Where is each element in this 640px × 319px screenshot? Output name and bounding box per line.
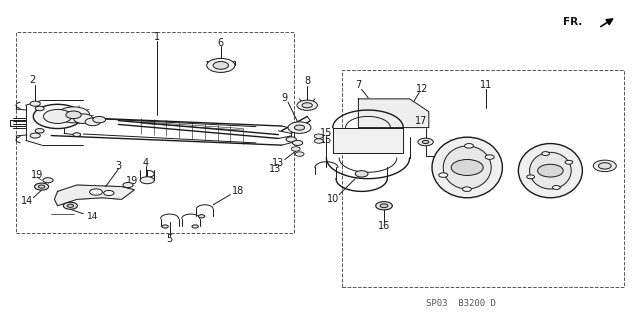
Circle shape	[90, 189, 102, 195]
Circle shape	[376, 202, 392, 210]
Circle shape	[63, 202, 77, 209]
Circle shape	[302, 103, 312, 108]
Circle shape	[538, 164, 563, 177]
Circle shape	[140, 177, 154, 184]
Polygon shape	[358, 99, 429, 128]
Text: 13: 13	[269, 164, 282, 174]
Circle shape	[35, 183, 49, 190]
Circle shape	[35, 129, 44, 133]
FancyArrowPatch shape	[601, 19, 612, 26]
Text: 1: 1	[154, 32, 160, 42]
Ellipse shape	[518, 144, 582, 198]
Circle shape	[451, 160, 483, 175]
Text: 10: 10	[326, 194, 339, 204]
Text: 16: 16	[378, 220, 390, 231]
Circle shape	[213, 62, 228, 69]
Text: 15: 15	[320, 135, 333, 145]
Circle shape	[74, 114, 93, 123]
Circle shape	[380, 204, 388, 208]
Circle shape	[463, 187, 472, 191]
Circle shape	[93, 116, 106, 123]
Circle shape	[30, 101, 40, 106]
Circle shape	[527, 175, 534, 179]
Circle shape	[66, 111, 81, 119]
Text: 14: 14	[87, 212, 99, 221]
Text: 3: 3	[115, 161, 122, 171]
Circle shape	[485, 155, 494, 159]
Text: 11: 11	[480, 79, 493, 90]
Circle shape	[291, 147, 300, 151]
Circle shape	[162, 225, 168, 228]
Circle shape	[44, 109, 72, 123]
Text: SP03  B3200 D: SP03 B3200 D	[426, 299, 496, 308]
Text: 13: 13	[272, 158, 285, 168]
Circle shape	[565, 160, 573, 164]
Text: 2: 2	[29, 75, 35, 85]
Circle shape	[598, 163, 611, 169]
Circle shape	[58, 107, 90, 123]
Text: 5: 5	[166, 234, 173, 244]
Circle shape	[552, 186, 560, 189]
Circle shape	[292, 140, 303, 145]
Circle shape	[33, 104, 82, 129]
Circle shape	[593, 160, 616, 172]
Circle shape	[198, 215, 205, 218]
Circle shape	[104, 190, 114, 196]
Text: 18: 18	[232, 186, 244, 197]
Text: 19: 19	[31, 170, 44, 181]
Ellipse shape	[443, 146, 492, 189]
Text: 19: 19	[126, 176, 139, 186]
Circle shape	[422, 140, 429, 144]
Circle shape	[295, 152, 304, 156]
Text: 7: 7	[355, 79, 362, 90]
Circle shape	[38, 185, 45, 188]
Ellipse shape	[432, 137, 502, 198]
Circle shape	[314, 134, 323, 138]
Polygon shape	[54, 185, 134, 206]
Circle shape	[35, 106, 44, 111]
Circle shape	[85, 118, 100, 126]
Text: 8: 8	[304, 76, 310, 86]
Circle shape	[123, 182, 133, 188]
Circle shape	[286, 137, 296, 142]
Circle shape	[297, 100, 317, 110]
Circle shape	[418, 138, 433, 146]
Text: 12: 12	[416, 84, 429, 94]
Circle shape	[30, 133, 40, 138]
Circle shape	[465, 144, 474, 148]
Text: 17: 17	[415, 116, 428, 126]
Bar	[342, 70, 624, 287]
Text: 6: 6	[218, 38, 224, 48]
Text: 4: 4	[143, 158, 149, 168]
Circle shape	[314, 139, 323, 143]
Ellipse shape	[530, 152, 571, 189]
Circle shape	[207, 58, 235, 72]
Circle shape	[67, 204, 74, 207]
Circle shape	[542, 152, 550, 155]
Circle shape	[288, 122, 311, 133]
Circle shape	[355, 171, 368, 177]
Bar	[16, 32, 294, 233]
Circle shape	[73, 133, 81, 137]
Circle shape	[43, 178, 53, 183]
Circle shape	[294, 125, 305, 130]
Text: 9: 9	[282, 93, 288, 103]
Polygon shape	[333, 128, 403, 153]
Text: FR.: FR.	[563, 17, 582, 27]
Circle shape	[439, 173, 448, 177]
Circle shape	[192, 225, 198, 228]
Text: 15: 15	[320, 128, 333, 138]
Text: 14: 14	[20, 196, 33, 206]
